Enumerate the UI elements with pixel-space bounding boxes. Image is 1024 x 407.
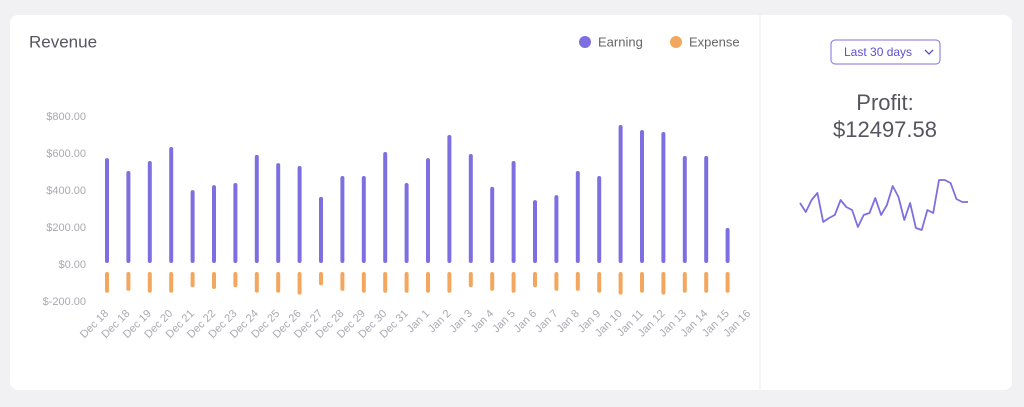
chart-title: Revenue [29, 32, 97, 51]
bar [618, 272, 623, 295]
bar [575, 171, 580, 263]
bar [340, 176, 345, 263]
bar [426, 272, 430, 293]
profit-value: $12497.58 [833, 117, 937, 142]
dropdown-box[interactable] [830, 39, 941, 65]
bar [147, 161, 152, 263]
bar [297, 272, 302, 295]
bar [383, 272, 388, 293]
card [10, 15, 1012, 390]
y-tick-label: $600.00 [46, 148, 86, 160]
bar [212, 272, 216, 290]
bar [105, 272, 109, 293]
bar [105, 158, 109, 263]
dropdown-text[interactable]: Last 30 days [844, 45, 912, 59]
bar [682, 272, 687, 293]
bar [533, 200, 537, 263]
bar [725, 228, 730, 263]
legend-label: Expense [689, 34, 740, 49]
bar [404, 183, 409, 263]
bar [383, 151, 388, 263]
bar [276, 163, 281, 263]
period-dropdown[interactable]: Last 30 days [830, 39, 941, 65]
bar [575, 272, 580, 291]
bar [597, 272, 602, 293]
bar [361, 176, 366, 263]
y-tick-label: $800.00 [46, 111, 86, 123]
bar [661, 131, 666, 263]
y-tick-label: $200.00 [46, 222, 86, 234]
bar [682, 156, 687, 263]
bar [468, 272, 473, 288]
bar [468, 154, 473, 263]
bar [190, 272, 195, 288]
bar [447, 272, 452, 293]
bar [704, 156, 709, 263]
bar [361, 272, 366, 293]
bar [190, 190, 195, 263]
bar [597, 176, 602, 263]
legend-label: Earning [598, 34, 643, 49]
bar [404, 272, 409, 293]
bar [319, 272, 323, 286]
y-tick-label: $400.00 [46, 185, 86, 197]
bar [147, 272, 152, 293]
profit-label: Profit: [856, 90, 913, 115]
chevron[interactable] [924, 49, 934, 55]
bar [725, 272, 730, 293]
bar [126, 171, 131, 263]
trend-line [799, 179, 968, 231]
bar [212, 185, 216, 263]
bar [319, 196, 323, 263]
bar [233, 272, 238, 288]
bar [254, 154, 259, 263]
bar [511, 161, 516, 263]
bar [490, 186, 495, 263]
bar [254, 272, 259, 293]
bar [640, 129, 644, 263]
bar [554, 272, 559, 291]
bar [554, 195, 559, 263]
bar [169, 146, 174, 263]
bar [511, 272, 516, 293]
y-tick-label: $0.00 [58, 259, 86, 271]
bar [661, 272, 666, 295]
bar [618, 124, 623, 263]
bar [169, 272, 174, 293]
bar [640, 272, 644, 293]
legend-dot [579, 36, 591, 48]
y-tick-label: $-200.00 [43, 296, 86, 308]
bar [276, 272, 281, 293]
bar [126, 272, 131, 291]
bar [447, 134, 452, 263]
bar [704, 272, 709, 293]
bar [490, 272, 495, 291]
bar [297, 166, 302, 263]
bar [340, 272, 345, 291]
bar [426, 158, 430, 263]
legend-dot [670, 36, 682, 48]
bar [533, 272, 537, 288]
bar [233, 183, 238, 263]
